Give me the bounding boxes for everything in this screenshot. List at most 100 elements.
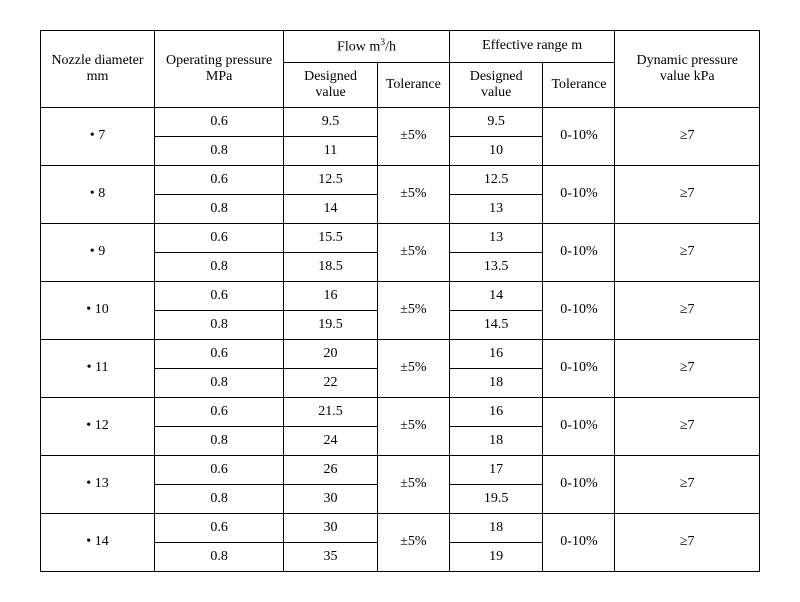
cell-flow-designed: 12.5 <box>284 165 378 194</box>
cell-range-designed: 18 <box>449 426 543 455</box>
cell-range-tolerance: 0-10% <box>543 223 615 281</box>
cell-pressure: 0.8 <box>155 252 284 281</box>
cell-range-designed: 14.5 <box>449 310 543 339</box>
cell-pressure: 0.6 <box>155 281 284 310</box>
cell-range-designed: 19.5 <box>449 484 543 513</box>
header-dynamic-pressure: Dynamic pressure value kPa <box>615 31 760 108</box>
cell-dynamic-pressure: ≥7 <box>615 339 760 397</box>
cell-range-tolerance: 0-10% <box>543 455 615 513</box>
cell-pressure: 0.8 <box>155 368 284 397</box>
cell-flow-tolerance: ±5% <box>377 513 449 571</box>
cell-range-designed: 14 <box>449 281 543 310</box>
cell-flow-designed: 21.5 <box>284 397 378 426</box>
cell-dynamic-pressure: ≥7 <box>615 513 760 571</box>
cell-pressure: 0.6 <box>155 513 284 542</box>
cell-range-tolerance: 0-10% <box>543 397 615 455</box>
cell-range-tolerance: 0-10% <box>543 339 615 397</box>
cell-range-tolerance: 0-10% <box>543 281 615 339</box>
cell-flow-designed: 16 <box>284 281 378 310</box>
cell-flow-tolerance: ±5% <box>377 397 449 455</box>
cell-pressure: 0.6 <box>155 455 284 484</box>
cell-range-designed: 18 <box>449 513 543 542</box>
cell-flow-designed: 9.5 <box>284 107 378 136</box>
table-row: 90.615.5±5%130-10%≥7 <box>41 223 760 252</box>
cell-dynamic-pressure: ≥7 <box>615 397 760 455</box>
cell-dynamic-pressure: ≥7 <box>615 281 760 339</box>
cell-flow-tolerance: ±5% <box>377 281 449 339</box>
cell-nozzle: 13 <box>41 455 155 513</box>
header-range-tolerance: Tolerance <box>543 62 615 107</box>
cell-flow-designed: 11 <box>284 136 378 165</box>
nozzle-table: Nozzle diameter mm Operating pressure MP… <box>40 30 760 572</box>
cell-flow-designed: 30 <box>284 484 378 513</box>
cell-dynamic-pressure: ≥7 <box>615 455 760 513</box>
cell-pressure: 0.8 <box>155 136 284 165</box>
table-header: Nozzle diameter mm Operating pressure MP… <box>41 31 760 108</box>
cell-range-designed: 19 <box>449 542 543 571</box>
cell-range-tolerance: 0-10% <box>543 513 615 571</box>
table-row: 110.620±5%160-10%≥7 <box>41 339 760 368</box>
header-range-designed: Designed value <box>449 62 543 107</box>
table-row: 140.630±5%180-10%≥7 <box>41 513 760 542</box>
cell-flow-designed: 20 <box>284 339 378 368</box>
cell-nozzle: 10 <box>41 281 155 339</box>
header-row-1: Nozzle diameter mm Operating pressure MP… <box>41 31 760 63</box>
cell-pressure: 0.8 <box>155 484 284 513</box>
header-operating-pressure: Operating pressure MPa <box>155 31 284 108</box>
header-nozzle-diameter: Nozzle diameter mm <box>41 31 155 108</box>
cell-flow-designed: 18.5 <box>284 252 378 281</box>
cell-nozzle: 14 <box>41 513 155 571</box>
cell-pressure: 0.6 <box>155 165 284 194</box>
cell-range-designed: 13.5 <box>449 252 543 281</box>
cell-flow-designed: 22 <box>284 368 378 397</box>
cell-nozzle: 9 <box>41 223 155 281</box>
table-row: 100.616±5%140-10%≥7 <box>41 281 760 310</box>
table-row: 130.626±5%170-10%≥7 <box>41 455 760 484</box>
header-flow-group: Flow m3/h <box>284 31 450 63</box>
table-row: 120.621.5±5%160-10%≥7 <box>41 397 760 426</box>
cell-flow-tolerance: ±5% <box>377 455 449 513</box>
cell-range-tolerance: 0-10% <box>543 165 615 223</box>
cell-range-designed: 17 <box>449 455 543 484</box>
cell-flow-designed: 26 <box>284 455 378 484</box>
cell-nozzle: 7 <box>41 107 155 165</box>
cell-range-designed: 16 <box>449 339 543 368</box>
cell-dynamic-pressure: ≥7 <box>615 107 760 165</box>
cell-dynamic-pressure: ≥7 <box>615 223 760 281</box>
cell-nozzle: 12 <box>41 397 155 455</box>
cell-range-designed: 18 <box>449 368 543 397</box>
cell-flow-tolerance: ±5% <box>377 223 449 281</box>
header-range-group: Effective range m <box>449 31 615 63</box>
header-flow-designed: Designed value <box>284 62 378 107</box>
cell-flow-designed: 24 <box>284 426 378 455</box>
cell-range-designed: 9.5 <box>449 107 543 136</box>
cell-pressure: 0.8 <box>155 194 284 223</box>
table-row: 70.69.5±5%9.50-10%≥7 <box>41 107 760 136</box>
cell-flow-tolerance: ±5% <box>377 339 449 397</box>
header-flow-tolerance: Tolerance <box>377 62 449 107</box>
table-row: 80.612.5±5%12.50-10%≥7 <box>41 165 760 194</box>
cell-flow-tolerance: ±5% <box>377 107 449 165</box>
cell-range-designed: 16 <box>449 397 543 426</box>
cell-dynamic-pressure: ≥7 <box>615 165 760 223</box>
cell-flow-designed: 15.5 <box>284 223 378 252</box>
cell-pressure: 0.6 <box>155 107 284 136</box>
cell-flow-designed: 19.5 <box>284 310 378 339</box>
cell-pressure: 0.6 <box>155 223 284 252</box>
cell-pressure: 0.6 <box>155 339 284 368</box>
cell-range-designed: 10 <box>449 136 543 165</box>
cell-pressure: 0.8 <box>155 310 284 339</box>
cell-pressure: 0.8 <box>155 542 284 571</box>
cell-flow-tolerance: ±5% <box>377 165 449 223</box>
cell-range-designed: 12.5 <box>449 165 543 194</box>
cell-flow-designed: 30 <box>284 513 378 542</box>
cell-range-designed: 13 <box>449 223 543 252</box>
cell-flow-designed: 35 <box>284 542 378 571</box>
cell-range-designed: 13 <box>449 194 543 223</box>
cell-range-tolerance: 0-10% <box>543 107 615 165</box>
cell-pressure: 0.8 <box>155 426 284 455</box>
cell-flow-designed: 14 <box>284 194 378 223</box>
table-body: 70.69.5±5%9.50-10%≥70.8111080.612.5±5%12… <box>41 107 760 571</box>
cell-nozzle: 8 <box>41 165 155 223</box>
cell-pressure: 0.6 <box>155 397 284 426</box>
